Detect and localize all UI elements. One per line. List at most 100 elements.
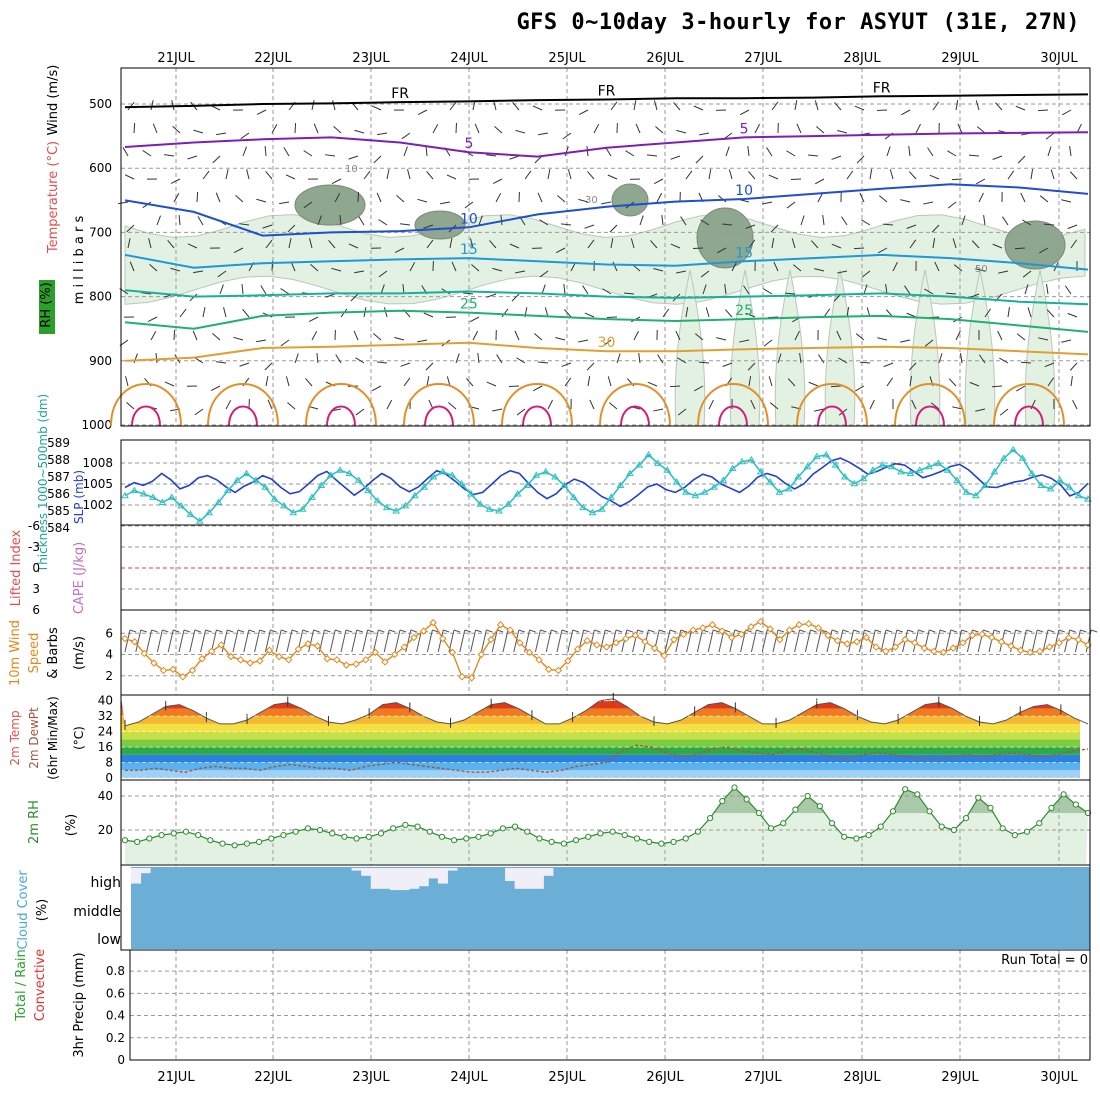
wind-barb: [440, 201, 451, 205]
wind-barb: [909, 239, 917, 249]
wind-barb: [948, 378, 957, 387]
day-label-top: 25JUL: [548, 51, 586, 66]
thickness-point: [392, 507, 401, 514]
wind-barb: [748, 239, 756, 249]
wind-barb: [205, 629, 212, 633]
wind-barb: [156, 629, 163, 653]
rh-point: [390, 825, 397, 832]
wind-barb: [854, 105, 865, 111]
thickness-point: [719, 476, 728, 483]
wind-barb: [587, 171, 595, 180]
wind-barb: [324, 629, 331, 633]
rh-point: [316, 826, 324, 834]
wind-barb: [594, 629, 601, 633]
wind-barb: [396, 195, 405, 203]
thickness-point: [672, 478, 681, 485]
y-label-temperature: Temperature (°C): [46, 141, 61, 254]
y-tick-slp: 1002: [82, 498, 113, 512]
thickness-point: [345, 469, 354, 477]
wind-barb: [129, 261, 135, 272]
y-tick-wind: 2: [105, 669, 113, 683]
wind-speed-point: [660, 651, 668, 660]
wind-barb: [694, 333, 704, 341]
wind-barb: [358, 216, 365, 226]
isotherm-label: 5: [464, 136, 473, 152]
wind-barb: [451, 261, 457, 272]
isotherm-15: [124, 253, 1089, 271]
y-label-thickness: Thickness 1000~500mb (dm): [36, 394, 50, 573]
wind-barb: [538, 132, 549, 136]
y-tick-precip: 0.4: [106, 1009, 125, 1023]
wind-barb: [285, 376, 290, 387]
day-label-bottom: 21JUL: [157, 1070, 195, 1085]
thickness-point: [625, 469, 634, 477]
wind-barb: [924, 339, 934, 347]
rh-point: [195, 832, 202, 839]
wind-barb: [909, 376, 912, 387]
rh-point: [707, 815, 714, 822]
wind-barb: [773, 261, 779, 272]
thickness-point: [448, 471, 457, 478]
rh-point: [975, 794, 982, 801]
wind-barb: [446, 376, 451, 387]
wind-barb: [885, 284, 888, 295]
wind-barb: [794, 330, 800, 341]
wind-speed-point: [593, 641, 601, 649]
wind-barb: [1070, 239, 1078, 249]
wind-barb: [582, 285, 589, 295]
wind-barb: [932, 101, 940, 111]
wind-speed-point: [602, 643, 611, 651]
wind-barb: [626, 629, 633, 633]
wind-barb: [193, 270, 204, 274]
wind-barb: [492, 408, 503, 412]
wind-barb: [612, 261, 618, 272]
thickness-point: [364, 486, 372, 494]
rh-point: [609, 828, 616, 835]
y-label-2m-temp: 2m Temp: [8, 710, 22, 765]
wind-barb: [772, 629, 779, 653]
rh-point: [134, 838, 141, 846]
day-label-top: 26JUL: [646, 51, 684, 66]
thickness-point: [869, 466, 877, 473]
wind-barb: [831, 155, 842, 160]
wind-barb: [976, 178, 986, 185]
wind-barb: [183, 629, 191, 633]
thickness-point: [513, 490, 522, 497]
y-tick-label: 800: [89, 290, 112, 304]
wind-barb: [233, 336, 244, 341]
wind-barb: [664, 629, 671, 653]
thickness-point: [915, 466, 924, 473]
wind-barb: [212, 333, 221, 341]
wind-speed-point: [891, 643, 900, 651]
wind-barb: [216, 629, 223, 633]
wind-barb: [551, 629, 558, 633]
wind-barb: [999, 408, 1009, 416]
thickness-point: [999, 454, 1008, 461]
wind-barb: [677, 408, 687, 416]
cloud-clear-gap: [131, 868, 142, 884]
wind-barb: [1039, 195, 1049, 203]
wind-barb: [673, 102, 681, 111]
cloud-clear-gap: [409, 868, 420, 889]
wind-barb: [716, 247, 727, 254]
thickness-point: [588, 508, 597, 516]
wind-speed-point: [342, 661, 351, 669]
wind-barb: [328, 240, 336, 249]
thickness-point: [1037, 481, 1046, 488]
wind-barb: [992, 155, 1003, 160]
wind-barb: [219, 284, 224, 295]
wind-barb: [686, 629, 693, 653]
thickness-point: [233, 476, 242, 483]
wind-barb: [991, 385, 1003, 388]
thickness-point: [728, 464, 737, 471]
wind-barb: [761, 629, 768, 653]
y-label-10m-wind: 10m Wind: [8, 620, 23, 686]
wind-barb: [677, 357, 687, 364]
isotherm-40: [620, 405, 650, 427]
wind-barb: [838, 357, 848, 364]
wind-barb: [861, 219, 871, 226]
wind-barb: [756, 629, 763, 633]
wind-barb: [1002, 216, 1009, 226]
temp-color-band: [121, 723, 1080, 732]
